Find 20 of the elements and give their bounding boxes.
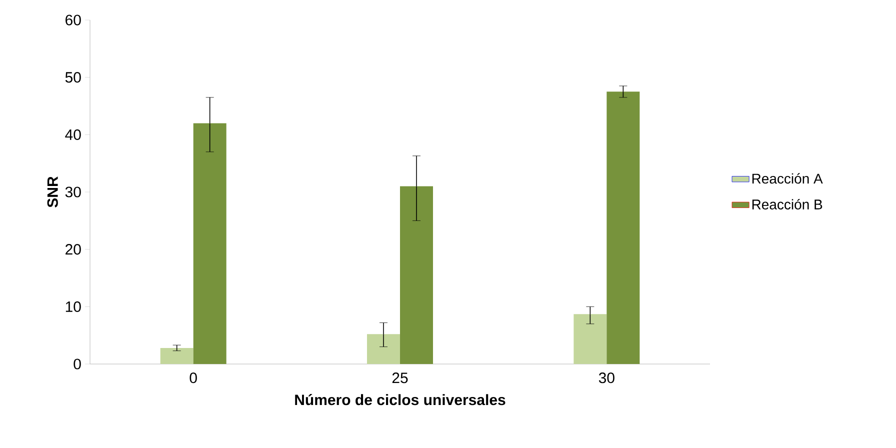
bar [606,92,640,364]
y-tick-label: 50 [65,72,81,83]
bar [367,334,400,364]
y-tick-label: 40 [65,129,81,140]
x-axis-title: Número de ciclos universales [295,394,506,406]
y-tick-label: 10 [66,301,81,312]
x-tick-label: 0 [190,372,197,384]
y-tick-label: 20 [66,244,81,255]
y-axis-title: SNR [47,176,58,208]
bar [193,123,226,364]
x-tick-label: 25 [392,372,408,384]
bar [400,186,434,364]
x-tick-label: 30 [598,372,614,384]
y-tick-label: 30 [65,186,81,198]
bar [574,314,607,364]
y-tick-label: 0 [74,358,81,370]
legend-label: Reacción A [752,173,823,184]
y-tick-label: 60 [66,14,81,26]
bar [160,348,194,364]
legend-label: Reacción B [752,198,822,210]
